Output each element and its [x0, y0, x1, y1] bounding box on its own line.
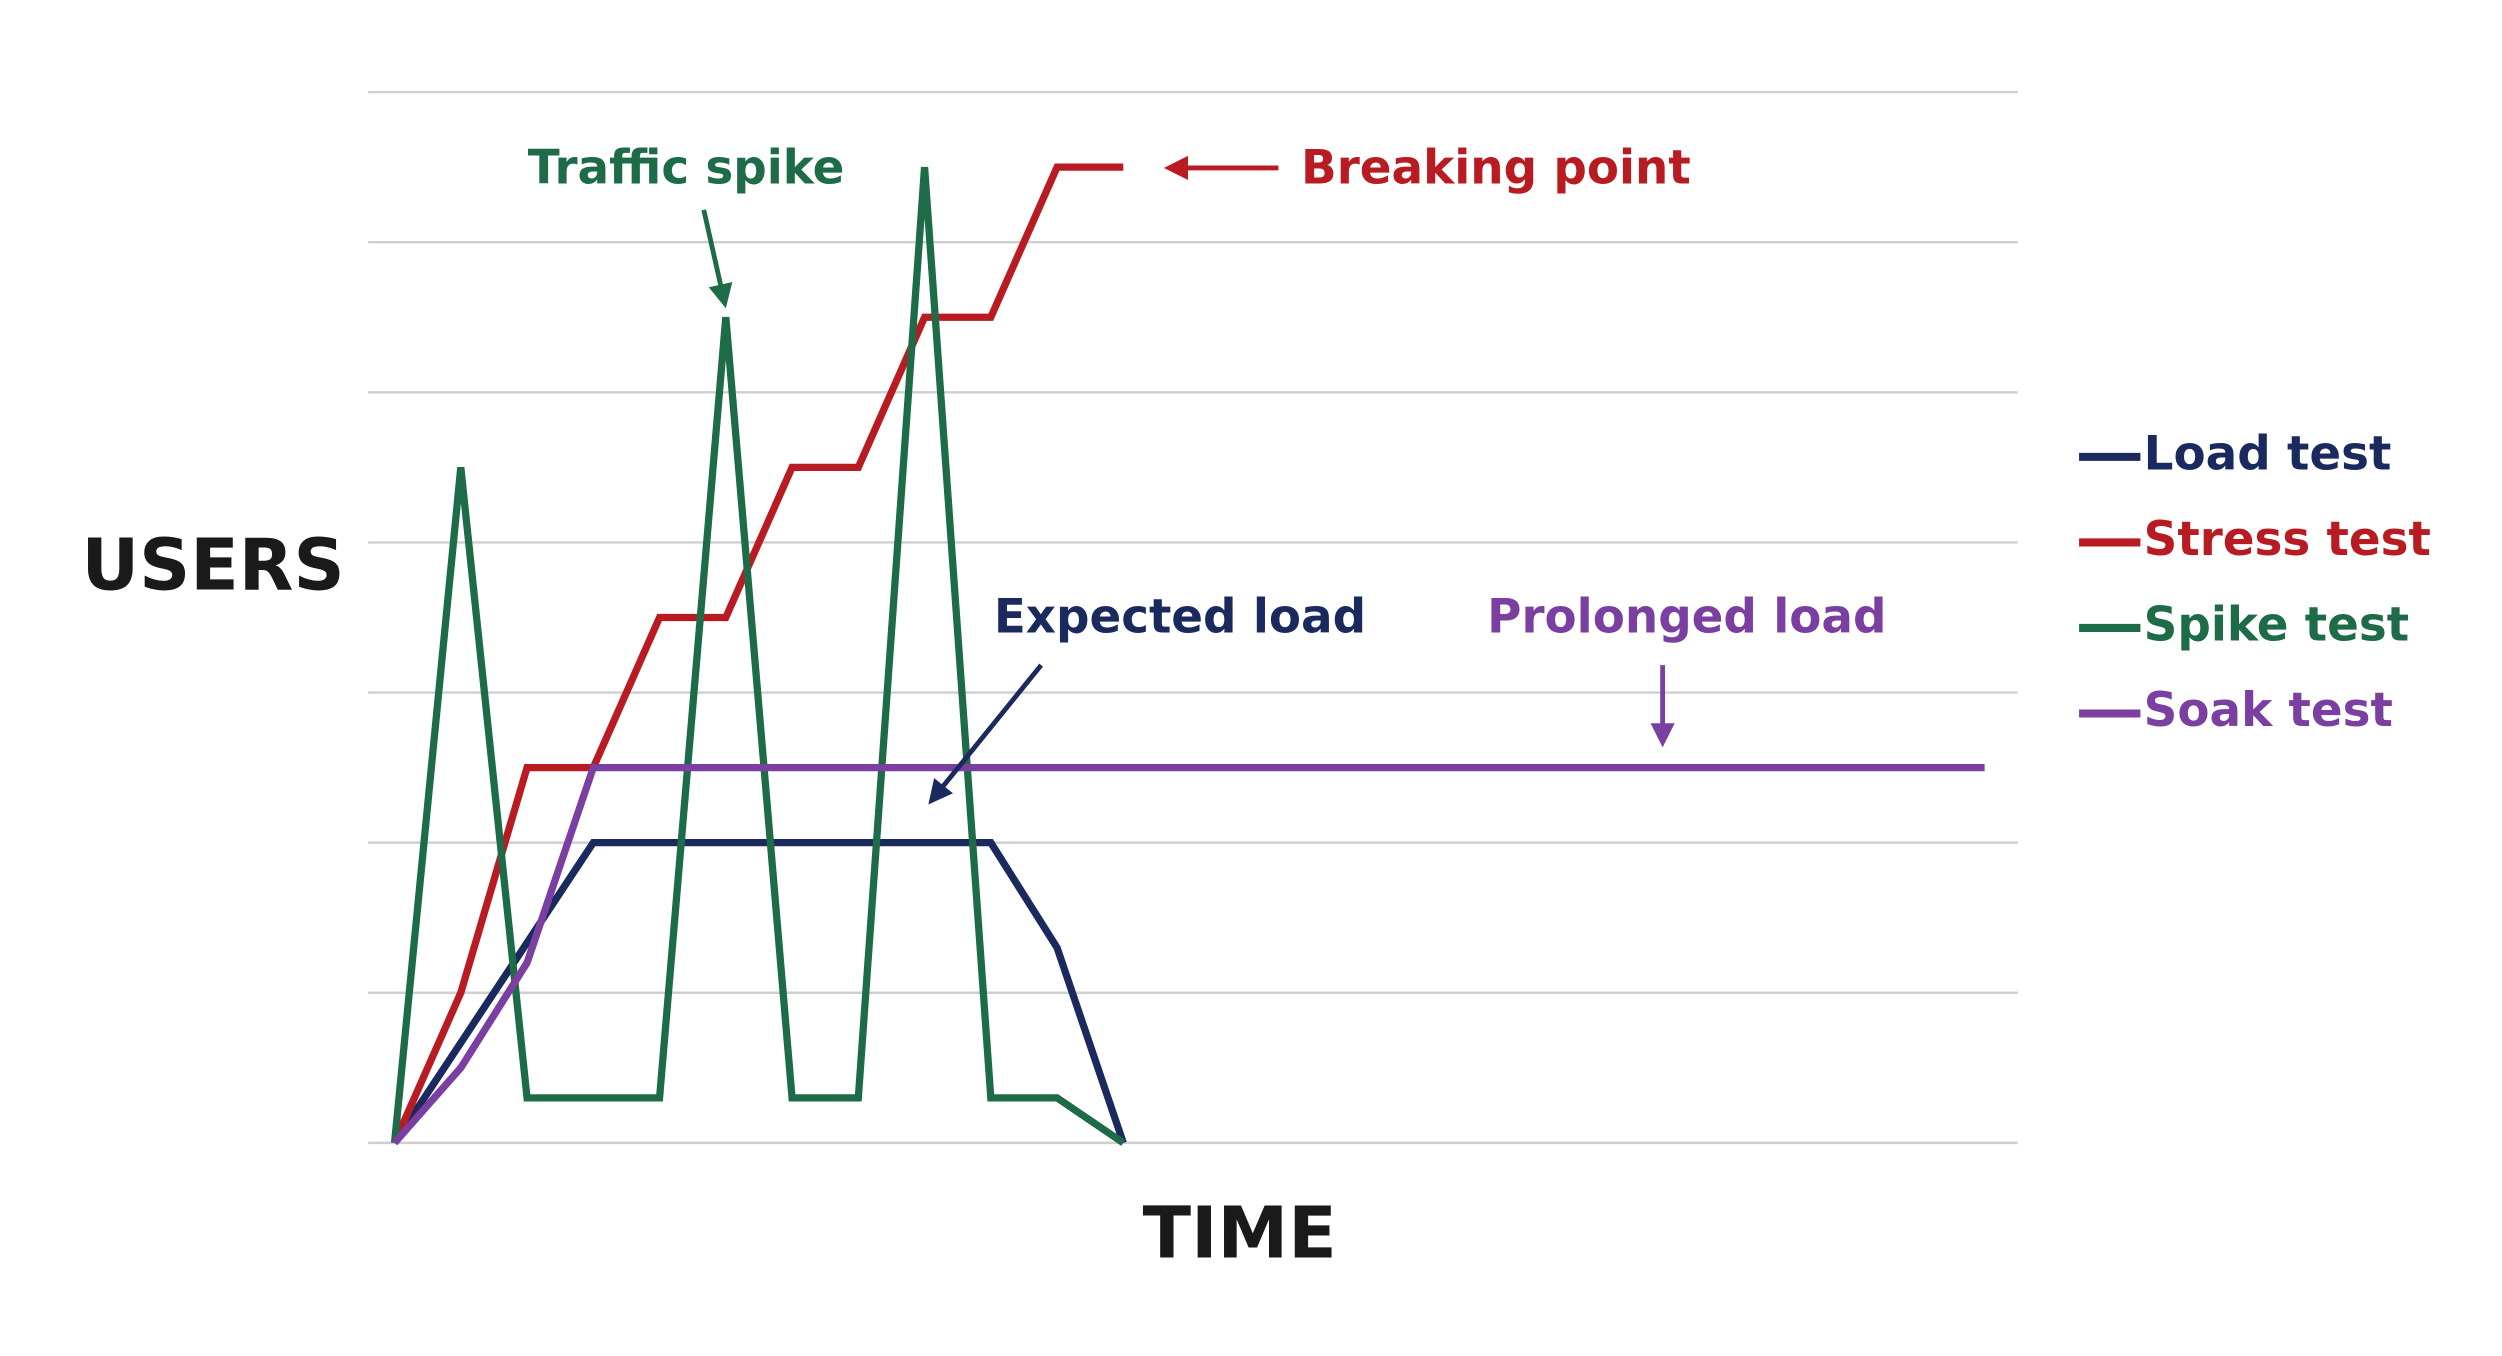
- line-series: [390, 166, 1126, 1146]
- annotation: Prolonged load: [1487, 590, 1886, 644]
- line-series: [391, 839, 1127, 1145]
- annotation-arrows: [701, 155, 1675, 805]
- annotation: Breaking point: [1301, 142, 1691, 196]
- legend-label: Soak test: [2144, 684, 2393, 738]
- arrow: [928, 663, 1044, 805]
- arrow: [701, 209, 733, 309]
- x-axis-label: TIME: [1143, 1192, 1337, 1275]
- plot: [390, 163, 1985, 1146]
- legend-label: Stress test: [2144, 513, 2431, 567]
- line-series: [391, 163, 1124, 1145]
- line-series: [391, 763, 1985, 1146]
- annotation: Traffic spike: [528, 142, 845, 196]
- legend-label: Load test: [2144, 427, 2392, 481]
- annotations: Traffic spike Breaking point Expected load…: [528, 142, 1887, 645]
- legend-label: Spike test: [2144, 598, 2409, 652]
- legend: Load test Stress test Spike test Soak test: [2079, 427, 2431, 738]
- y-axis-label: USERS: [81, 523, 344, 606]
- annotation: Expected load: [994, 590, 1366, 644]
